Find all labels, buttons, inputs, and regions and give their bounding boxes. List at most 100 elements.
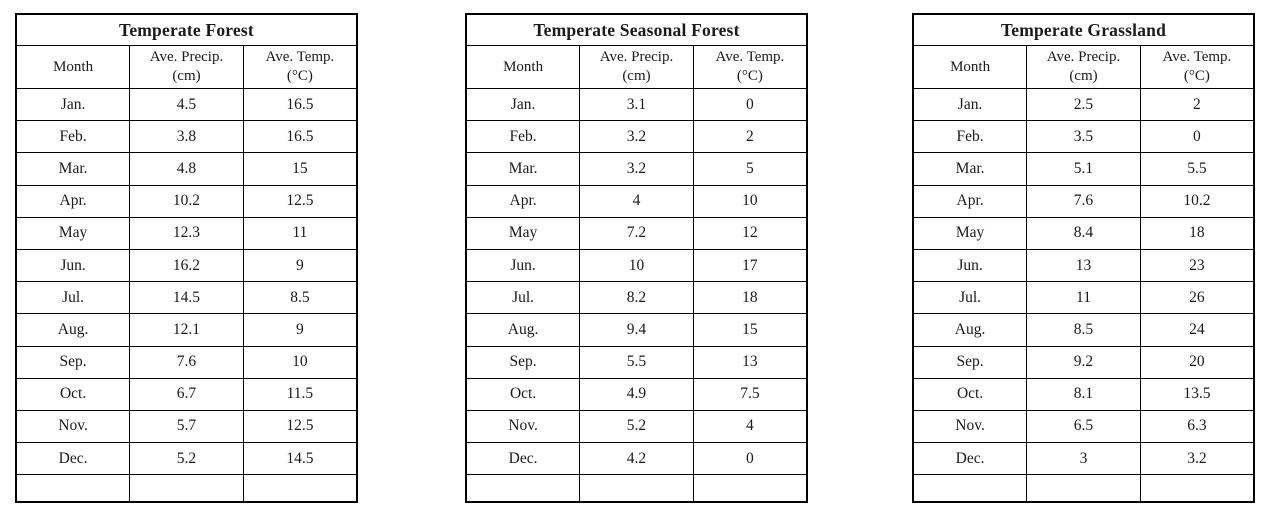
table-row: Jul. 14.5 8.5 [15, 281, 358, 315]
table-row: Jul. 8.2 18 [465, 281, 808, 315]
temp-cell: 10.2 [1139, 184, 1255, 218]
temp-cell: 13 [692, 345, 808, 379]
precip-cell: 13 [1026, 248, 1141, 283]
table-row: Aug. 8.5 24 [912, 313, 1255, 347]
column-header-temp-line2: (°C) [286, 68, 313, 84]
precip-cell: 5.1 [1026, 152, 1141, 186]
column-header-temp: Ave. Temp. (°C) [242, 45, 358, 89]
table-row: Aug. 12.1 9 [15, 313, 358, 347]
month-cell: Apr. [465, 184, 581, 218]
table-body: Jan. 4.5 16.5 Feb. 3.8 16.5 Mar. 4.8 15 Apr. 10.2 1… [15, 87, 358, 503]
precip-cell: 8.5 [1026, 313, 1141, 347]
temp-cell: 14.5 [242, 442, 358, 476]
month-cell: Sep. [465, 345, 581, 379]
column-header-precip-line2: (cm) [1069, 68, 1098, 84]
precip-cell: 8.4 [1026, 216, 1141, 250]
column-header-temp-line2: (°C) [736, 68, 763, 84]
precip-cell: 3 [1026, 442, 1141, 476]
month-cell: Dec. [912, 442, 1028, 476]
table-row: Sep. 7.6 10 [15, 345, 358, 379]
table-title: Temperate Seasonal Forest [465, 13, 808, 46]
clipped-partial-row [15, 474, 358, 503]
month-cell: Apr. [912, 184, 1028, 218]
table-row: Dec. 3 3.2 [912, 442, 1255, 476]
month-cell: Aug. [15, 313, 131, 347]
temp-cell: 4 [692, 409, 808, 444]
temp-cell: 26 [1139, 281, 1255, 315]
table-title-row: Temperate Grassland [912, 13, 1255, 46]
month-cell: May [912, 216, 1028, 250]
month-cell: Mar. [15, 152, 131, 186]
month-cell: Feb. [15, 120, 131, 154]
table-row: Oct. 6.7 11.5 [15, 377, 358, 411]
column-header-precip-line2: (cm) [172, 68, 201, 84]
month-cell: Jan. [465, 87, 581, 122]
empty-cell [579, 474, 694, 503]
table-row: Nov. 6.5 6.3 [912, 409, 1255, 444]
table-row: Jan. 4.5 16.5 [15, 87, 358, 122]
month-cell: Nov. [912, 409, 1028, 444]
table-row: Feb. 3.5 0 [912, 120, 1255, 154]
precip-cell: 5.5 [579, 345, 694, 379]
temp-cell: 11 [242, 216, 358, 250]
table-row: Dec. 5.2 14.5 [15, 442, 358, 476]
month-cell: Jan. [912, 87, 1028, 122]
biome-table: Temperate Grassland Month Ave. Precip. (… [912, 13, 1255, 504]
precip-cell: 3.1 [579, 87, 694, 122]
table-row: Sep. 5.5 13 [465, 345, 808, 379]
precip-cell: 11 [1026, 281, 1141, 315]
temp-cell: 10 [242, 345, 358, 379]
month-cell: Nov. [465, 409, 581, 444]
column-header-precip-line2: (cm) [622, 68, 651, 84]
temp-cell: 20 [1139, 345, 1255, 379]
month-cell: Jul. [465, 281, 581, 315]
month-cell: Oct. [15, 377, 131, 411]
temp-cell: 16.5 [242, 120, 358, 154]
temp-cell: 12.5 [242, 184, 358, 218]
temp-cell: 8.5 [242, 281, 358, 315]
precip-cell: 3.5 [1026, 120, 1141, 154]
month-cell: Jul. [912, 281, 1028, 315]
empty-cell [692, 474, 808, 503]
table-body: Jan. 3.1 0 Feb. 3.2 2 Mar. 3.2 5 Apr. 4 10 May 7.2 12 J… [465, 87, 808, 503]
precip-cell: 5.2 [129, 442, 244, 476]
precip-cell: 10.2 [129, 184, 244, 218]
biome-table-wrapper: Temperate Seasonal Forest Month Ave. Pre… [465, 13, 808, 505]
month-cell: Jan. [15, 87, 131, 122]
precip-cell: 7.2 [579, 216, 694, 250]
table-row: Aug. 9.4 15 [465, 313, 808, 347]
table-row: Jul. 11 26 [912, 281, 1255, 315]
temp-cell: 15 [242, 152, 358, 186]
month-cell: Mar. [912, 152, 1028, 186]
precip-cell: 4.9 [579, 377, 694, 411]
empty-cell [1139, 474, 1255, 503]
precip-cell: 9.4 [579, 313, 694, 347]
precip-cell: 3.2 [579, 120, 694, 154]
empty-cell [1026, 474, 1141, 503]
temp-cell: 15 [692, 313, 808, 347]
month-cell: Nov. [15, 409, 131, 444]
table-header-row: Month Ave. Precip. (cm) Ave. Temp. (°C) [912, 45, 1255, 89]
column-header-month: Month [465, 45, 581, 89]
table-title-row: Temperate Seasonal Forest [465, 13, 808, 46]
table-header-row: Month Ave. Precip. (cm) Ave. Temp. (°C) [15, 45, 358, 89]
temp-cell: 9 [242, 248, 358, 283]
month-cell: Sep. [912, 345, 1028, 379]
biome-table: Temperate Seasonal Forest Month Ave. Pre… [465, 13, 808, 504]
column-header-precip-line1: Ave. Precip. [1046, 49, 1121, 66]
precip-cell: 3.2 [579, 152, 694, 186]
table-title-row: Temperate Forest [15, 13, 358, 46]
temp-cell: 2 [1139, 87, 1255, 122]
month-cell: May [465, 216, 581, 250]
temp-cell: 11.5 [242, 377, 358, 411]
table-row: Jun. 16.2 9 [15, 248, 358, 283]
table-row: Apr. 10.2 12.5 [15, 184, 358, 218]
precip-cell: 12.1 [129, 313, 244, 347]
temp-cell: 5.5 [1139, 152, 1255, 186]
table-row: Nov. 5.7 12.5 [15, 409, 358, 444]
month-cell: Jun. [15, 248, 131, 283]
temp-cell: 18 [692, 281, 808, 315]
month-cell: Sep. [15, 345, 131, 379]
table-row: Mar. 3.2 5 [465, 152, 808, 186]
temp-cell: 6.3 [1139, 409, 1255, 444]
